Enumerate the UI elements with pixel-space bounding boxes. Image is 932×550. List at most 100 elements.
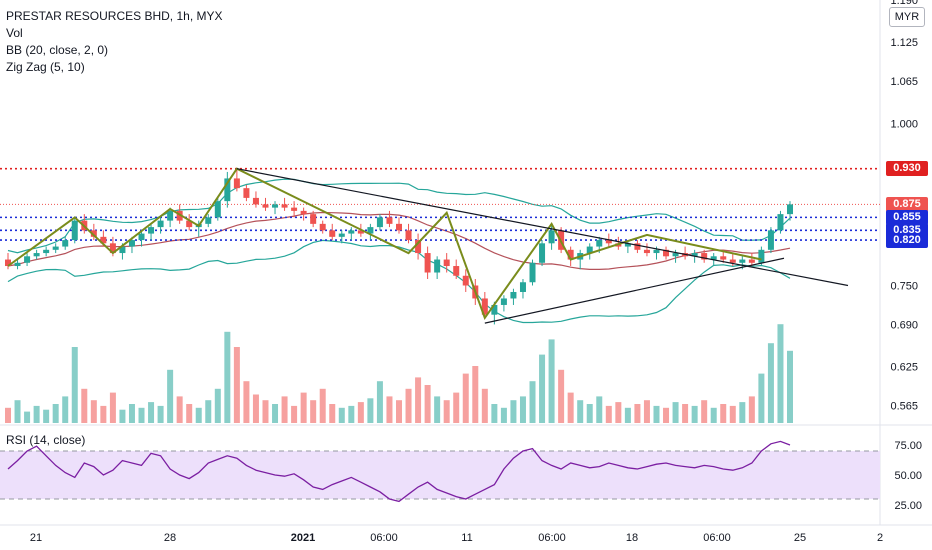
candle-body bbox=[319, 223, 326, 231]
volume-bar bbox=[81, 388, 88, 423]
candle-body bbox=[586, 246, 593, 254]
candle bbox=[376, 214, 383, 231]
time-tick: 06:00 bbox=[538, 532, 566, 544]
time-tick: 06:00 bbox=[703, 532, 731, 544]
volume-bar bbox=[519, 396, 526, 423]
candles bbox=[5, 168, 793, 325]
volume-bar bbox=[472, 366, 479, 423]
candle-body bbox=[43, 249, 50, 254]
candle-body bbox=[348, 230, 355, 234]
volume-bar bbox=[186, 404, 193, 423]
price-tick: 1.125 bbox=[890, 37, 918, 49]
rsi-band-fill bbox=[0, 451, 880, 499]
volume-bar bbox=[348, 405, 355, 423]
volume-bar bbox=[119, 409, 126, 423]
volume-bar bbox=[138, 407, 145, 423]
volume-bar bbox=[605, 405, 612, 423]
candle-body bbox=[787, 204, 793, 215]
candle-body bbox=[376, 217, 383, 228]
volume-bar bbox=[701, 400, 708, 423]
currency-badge[interactable]: MYR bbox=[889, 7, 925, 27]
candle-body bbox=[24, 256, 31, 263]
candle-body bbox=[739, 259, 746, 263]
volume-bar bbox=[405, 388, 412, 423]
time-tick: 11 bbox=[461, 532, 472, 544]
candle bbox=[214, 197, 221, 221]
volume-bar bbox=[176, 396, 183, 423]
time-tick: 18 bbox=[626, 532, 638, 544]
time-tick: 2021 bbox=[291, 532, 315, 544]
candle bbox=[634, 240, 641, 254]
trendlines bbox=[236, 168, 849, 324]
volume-bar bbox=[243, 381, 250, 423]
time-axis: 21 28 2021 06:00 11 06:00 18 06:00 25 2 bbox=[30, 532, 883, 544]
zigzag-indicator bbox=[7, 167, 762, 321]
candle-body bbox=[548, 230, 555, 244]
candle bbox=[529, 259, 536, 286]
rsi-legend[interactable]: RSI (14, close) bbox=[6, 433, 86, 447]
volume-bar bbox=[62, 396, 69, 423]
candle-body bbox=[605, 240, 612, 244]
volume-bar bbox=[710, 407, 717, 423]
candle-body bbox=[281, 204, 288, 208]
indicator-bb[interactable]: BB (20, close, 2, 0) bbox=[6, 43, 109, 57]
candle-body bbox=[167, 210, 174, 221]
candle bbox=[453, 259, 460, 280]
price-tick: 0.750 bbox=[890, 280, 918, 292]
candle bbox=[14, 259, 21, 270]
candle-body bbox=[415, 240, 422, 254]
price-tag-0.930: 0.930 bbox=[886, 161, 928, 177]
candle bbox=[62, 236, 69, 250]
candle bbox=[348, 227, 355, 241]
volume-bar bbox=[500, 407, 507, 423]
candle bbox=[138, 230, 145, 247]
volume-bar bbox=[453, 392, 460, 423]
price-tick: 0.690 bbox=[890, 319, 918, 331]
volume-bar bbox=[367, 398, 374, 423]
price-tag-0.875: 0.875 bbox=[886, 196, 928, 212]
candle bbox=[43, 246, 50, 257]
candle bbox=[186, 214, 193, 231]
candle bbox=[272, 201, 279, 215]
candle bbox=[405, 223, 412, 244]
candle bbox=[281, 197, 288, 211]
candle-body bbox=[720, 256, 727, 260]
price-levels bbox=[0, 167, 880, 241]
candle-body bbox=[500, 298, 507, 305]
rsi-tick: 75.00 bbox=[894, 440, 922, 452]
volume-bar bbox=[376, 381, 383, 423]
candle-body bbox=[672, 253, 679, 257]
candle-body bbox=[300, 210, 307, 215]
candle bbox=[701, 249, 708, 263]
candle-body bbox=[310, 214, 317, 224]
candle-body bbox=[233, 178, 240, 189]
volume-bar bbox=[205, 400, 212, 423]
candle bbox=[252, 191, 259, 208]
volume-bar bbox=[548, 339, 555, 423]
candle-body bbox=[539, 243, 546, 263]
candle-body bbox=[567, 249, 574, 260]
volume-bar bbox=[329, 404, 336, 423]
candle-body bbox=[262, 204, 269, 208]
volume-bar bbox=[539, 354, 546, 423]
candle bbox=[396, 217, 402, 234]
volume-bar bbox=[767, 343, 774, 423]
volume-bar bbox=[386, 396, 393, 423]
candle bbox=[71, 217, 78, 244]
candle-body bbox=[758, 249, 765, 263]
candle bbox=[262, 197, 269, 211]
indicator-zigzag[interactable]: Zig Zag (5, 10) bbox=[6, 60, 85, 74]
candle-body bbox=[634, 243, 641, 250]
volume-bar bbox=[310, 400, 317, 423]
candle-body bbox=[710, 256, 717, 260]
candle-body bbox=[176, 210, 183, 221]
indicator-vol[interactable]: Vol bbox=[6, 26, 23, 40]
candle-body bbox=[701, 253, 708, 260]
candle-body bbox=[71, 220, 78, 241]
volume-bar bbox=[691, 405, 698, 423]
candle-body bbox=[100, 236, 107, 244]
volume-bar bbox=[748, 396, 755, 423]
symbol-title[interactable]: PRESTAR RESOURCES BHD, 1h, MYX bbox=[6, 9, 223, 23]
candle bbox=[767, 227, 774, 254]
